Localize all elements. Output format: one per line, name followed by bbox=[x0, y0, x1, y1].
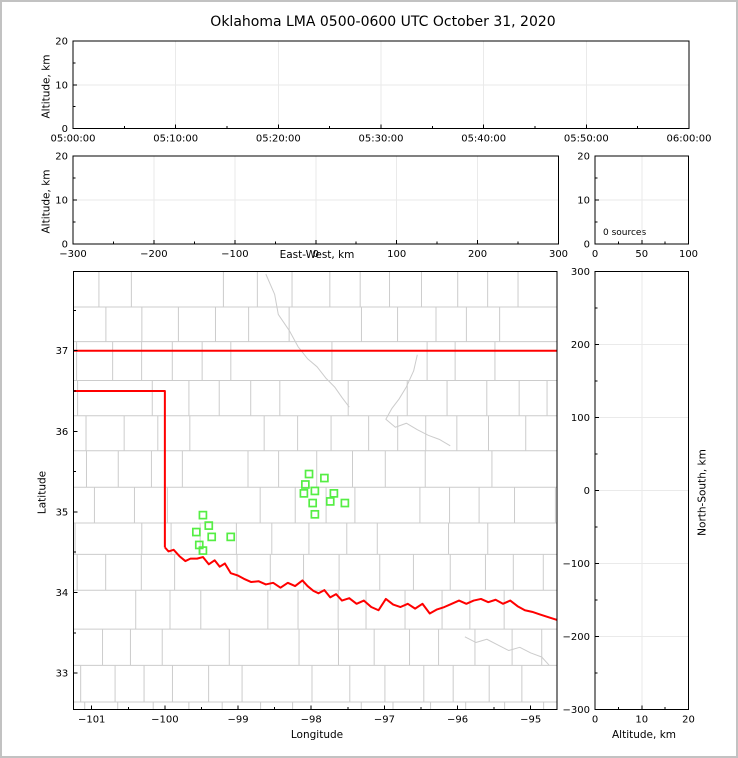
time-height-panel-xtick-label: 05:10:00 bbox=[153, 134, 198, 145]
source-count-annotation: 0 sources bbox=[603, 228, 647, 238]
time-height-panel-ticks bbox=[72, 40, 690, 129]
time-height-panel-grid bbox=[73, 41, 689, 129]
time-height-panel-xtick-label: 05:20:00 bbox=[256, 134, 301, 145]
lma-station-markers bbox=[191, 469, 350, 555]
north-south-height-panel-ytick-label: −300 bbox=[563, 705, 590, 716]
ns-height-xlabel: Altitude, km bbox=[611, 729, 676, 741]
east-west-height-panel-xtick-label: −100 bbox=[221, 249, 248, 260]
lma-station-marker bbox=[198, 510, 208, 520]
state-red-river-border bbox=[164, 546, 558, 621]
plan-view-map-panel-ticks bbox=[73, 309, 532, 710]
time-height-panel-xtick-label: 05:50:00 bbox=[564, 134, 609, 145]
plan-view-map-panel-xtick-label: −96 bbox=[447, 714, 468, 725]
east-west-height-panel-ytick-label: 20 bbox=[55, 152, 68, 163]
east-west-height-panel-xtick-label: −200 bbox=[140, 249, 167, 260]
lma-station-marker bbox=[310, 486, 320, 496]
plan-view-map-panel-xtick-label: −99 bbox=[227, 714, 248, 725]
source-histogram-panel-xtick-label: 50 bbox=[635, 249, 648, 260]
lma-station-marker bbox=[207, 532, 217, 542]
plot-title: Oklahoma LMA 0500-0600 UTC October 31, 2… bbox=[210, 14, 556, 30]
east-west-height-panel-tick-labels: −300 −200 −100 0 100 200 300 0 10 20 bbox=[55, 152, 568, 261]
north-south-height-panel-xtick-label: 20 bbox=[682, 714, 695, 725]
plan-view-map-panel-xtick-label: −101 bbox=[78, 714, 105, 725]
lma-station-marker bbox=[320, 473, 329, 483]
east-west-height-panel-xtick-label: −300 bbox=[59, 249, 86, 260]
lma-station-marker bbox=[226, 532, 236, 542]
plan-view-map-panel-xtick-label: −98 bbox=[301, 714, 322, 725]
lma-station-marker bbox=[301, 480, 310, 489]
plan-view-map-panel-frame bbox=[72, 271, 558, 710]
plan-view-map-panel-ytick-label: 37 bbox=[56, 346, 69, 357]
east-west-height-panel-ytick-label: 0 bbox=[62, 240, 68, 251]
plan-view-map-panel-tick-labels: −101 −100 −99 −98 −97 −96 −95 33 34 35 36 37 bbox=[56, 346, 542, 725]
lma-station-marker bbox=[329, 489, 339, 498]
north-south-height-panel-ytick-label: 300 bbox=[571, 267, 590, 278]
plan-view-map-panel: −101 −100 −99 −98 −97 −96 −95 33 34 35 36 37 bbox=[56, 271, 558, 725]
time-height-panel-xtick-label: 05:30:00 bbox=[359, 134, 404, 145]
source-histogram-panel-ticks bbox=[594, 155, 689, 245]
source-histogram-panel-tick-labels: 0 50 100 0 10 20 bbox=[577, 152, 698, 261]
plan-view-map-panel-ytick-label: 33 bbox=[56, 669, 69, 680]
time-height-panel-tick-labels: 05:00:00 05:10:00 05:20:00 05:30:00 05:40:00… bbox=[51, 37, 712, 145]
east-west-height-panel-xtick-label: 200 bbox=[468, 249, 487, 260]
lma-station-marker bbox=[325, 497, 335, 506]
north-south-height-panel-xtick-label: 0 bbox=[592, 714, 598, 725]
north-south-height-panel-ytick-label: −100 bbox=[563, 559, 590, 570]
time-height-panel-xtick-label: 05:40:00 bbox=[461, 134, 506, 145]
river-line bbox=[265, 273, 350, 408]
source-histogram-panel-grid bbox=[595, 156, 689, 244]
source-histogram-panel-ytick-label: 0 bbox=[584, 240, 590, 251]
ew-height-xlabel: East-West, km bbox=[279, 249, 355, 261]
map-xlabel: Longitude bbox=[290, 729, 344, 741]
county-boundary-lines bbox=[73, 271, 557, 710]
east-west-height-panel-xtick-label: 100 bbox=[387, 249, 406, 260]
plan-view-map-panel-xtick-label: −100 bbox=[151, 714, 178, 725]
plan-view-map-panel-ytick-label: 36 bbox=[56, 427, 69, 438]
lma-station-marker bbox=[308, 498, 318, 508]
time-height-panel-ytick-label: 10 bbox=[55, 80, 68, 91]
north-south-height-panel-ytick-label: −200 bbox=[563, 632, 590, 643]
east-west-height-panel-xtick-label: 0 bbox=[313, 249, 319, 260]
east-west-height-panel-ticks bbox=[72, 155, 559, 245]
lma-station-marker bbox=[204, 521, 214, 530]
north-south-height-panel-tick-labels: 0 10 20 −300 −200 −100 0 100 200 300 bbox=[563, 267, 695, 725]
north-south-height-panel-ytick-label: 0 bbox=[584, 486, 590, 497]
source-histogram-panel-xtick-label: 100 bbox=[679, 249, 698, 260]
source-histogram-panel: 0 50 100 0 10 20 bbox=[577, 152, 698, 261]
state-panhandle-border bbox=[73, 389, 166, 548]
source-histogram-panel-xtick-label: 0 bbox=[592, 249, 598, 260]
river-line bbox=[385, 354, 451, 447]
lma-station-marker bbox=[340, 498, 350, 508]
lma-station-marker bbox=[304, 469, 314, 479]
north-south-height-panel-ytick-label: 100 bbox=[571, 413, 590, 424]
north-south-height-panel-grid bbox=[595, 271, 689, 710]
time-height-panel-xtick-label: 05:00:00 bbox=[51, 134, 96, 145]
time-height-panel-ytick-label: 0 bbox=[62, 124, 68, 135]
lma-station-marker bbox=[299, 489, 309, 498]
north-south-height-panel-ytick-label: 200 bbox=[571, 340, 590, 351]
source-histogram-panel-ytick-label: 10 bbox=[577, 196, 590, 207]
river-line bbox=[464, 636, 550, 666]
source-histogram-panel-ytick-label: 20 bbox=[577, 152, 590, 163]
east-west-height-panel-xtick-label: 300 bbox=[549, 249, 568, 260]
lma-station-marker bbox=[191, 527, 201, 537]
east-west-height-panel: −300 −200 −100 0 100 200 300 0 10 20 bbox=[55, 152, 568, 261]
time-height-panel: 05:00:00 05:10:00 05:20:00 05:30:00 05:40:00… bbox=[51, 37, 712, 145]
north-south-height-panel-ticks bbox=[594, 271, 689, 710]
plan-view-map-panel-xtick-label: −97 bbox=[374, 714, 395, 725]
time-height-panel-ytick-label: 20 bbox=[55, 37, 68, 48]
lma-station-marker bbox=[310, 509, 320, 519]
time-height-panel-xtick-label: 06:00:00 bbox=[667, 134, 712, 145]
north-south-height-panel-xtick-label: 10 bbox=[635, 714, 648, 725]
plan-view-map-panel-ytick-label: 34 bbox=[56, 588, 69, 599]
lma-station-marker bbox=[198, 546, 208, 555]
map-content bbox=[73, 271, 558, 710]
plan-view-map-panel-xtick-label: −95 bbox=[520, 714, 541, 725]
plan-view-map-panel-ytick-label: 35 bbox=[56, 507, 69, 518]
east-west-height-panel-ytick-label: 10 bbox=[55, 196, 68, 207]
east-west-height-panel-grid bbox=[73, 156, 559, 244]
north-south-height-panel: 0 10 20 −300 −200 −100 0 100 200 300 bbox=[563, 267, 695, 725]
